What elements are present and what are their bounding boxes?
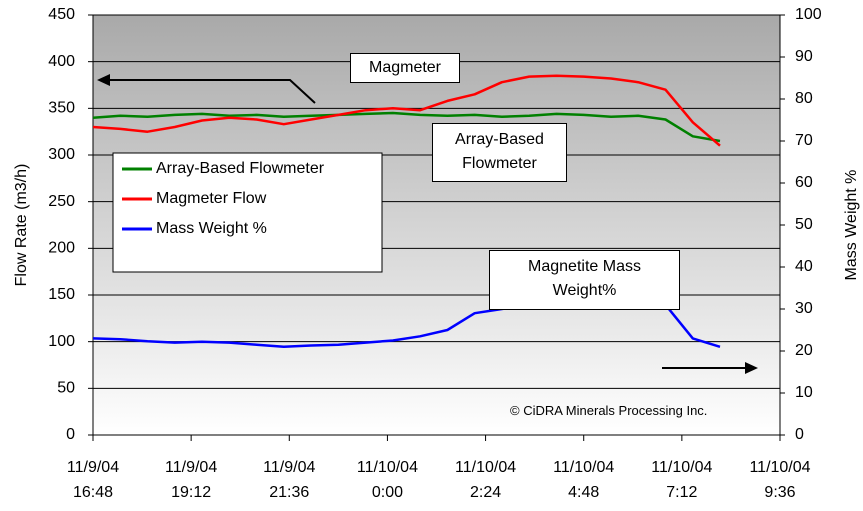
y-tick-label: 450 [48,6,75,23]
arrow-head [97,74,110,86]
y2-tick-label: 30 [795,300,813,317]
y2-tick-label: 40 [795,258,813,275]
y2-tick-label: 20 [795,342,813,359]
x-tick-label: 11/10/04 2:24 [455,459,517,501]
y2-tick-label: 10 [795,384,813,401]
y2-tick-label: 80 [795,90,813,107]
annotation: Magmeter [350,53,460,83]
legend [112,152,383,273]
y2-tick-label: 70 [795,132,813,149]
y-tick-label: 200 [48,240,75,257]
y2-tick-label: 0 [795,426,804,443]
y-tick-label: 50 [57,380,75,397]
y2-tick-label: 100 [795,6,822,23]
y-tick-label: 100 [48,333,75,350]
x-tick-label: 11/10/04 7:12 [651,459,713,501]
x-tick-label: 11/10/04 0:00 [356,459,418,501]
annotation: Array-Based Flowmeter [432,123,567,182]
y2-axis-title: Mass Weight % [843,170,860,281]
x-tick-label: 11/9/04 21:36 [263,459,316,501]
y2-tick-label: 50 [795,216,813,233]
y-tick-label: 150 [48,286,75,303]
arrow [100,79,316,104]
x-tick-label: 11/10/04 4:48 [553,459,615,501]
series-line [92,111,721,143]
series-line [92,74,721,147]
annotation: Magnetite Mass Weight% [489,250,680,310]
y-tick-label: 0 [66,426,75,443]
legend-label: Array-Based Flowmeter [156,160,325,177]
legend-label: Mass Weight % [156,220,267,237]
y-axis-title: Flow Rate (m3/h) [13,164,30,287]
arrow-head [745,362,758,374]
y-tick-label: 300 [48,146,75,163]
y-tick-label: 350 [48,100,75,117]
y2-tick-label: 90 [795,48,813,65]
y-tick-label: 400 [48,53,75,70]
y-tick-label: 250 [48,193,75,210]
copyright: © CiDRA Minerals Processing Inc. [510,403,708,418]
x-tick-label: 11/10/04 9:36 [749,459,811,501]
x-tick-label: 11/9/04 19:12 [165,459,218,501]
legend-label: Magmeter Flow [156,190,267,207]
x-tick-label: 11/9/04 16:48 [66,459,120,501]
y2-tick-label: 60 [795,174,813,191]
